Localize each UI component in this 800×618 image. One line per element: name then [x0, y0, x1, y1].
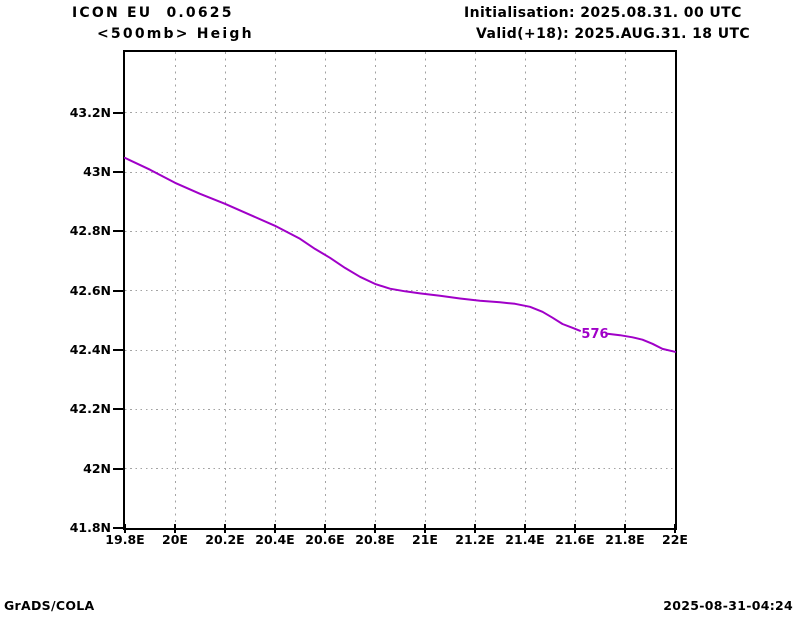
x-axis-tick [624, 524, 626, 533]
gridline-vertical [524, 52, 526, 528]
x-axis-tick-label: 20.2E [205, 532, 245, 547]
x-axis-tick-label: 21.2E [455, 532, 495, 547]
x-axis-tick [524, 524, 526, 533]
x-axis-tick [674, 524, 676, 533]
y-axis-tick [113, 349, 124, 352]
y-axis-tick [113, 408, 124, 411]
x-axis-tick [374, 524, 376, 533]
contour-line-576 [606, 332, 676, 353]
x-axis-tick [574, 524, 576, 533]
contour-line-576 [124, 156, 581, 332]
y-axis-tick-label: 43N [83, 164, 111, 180]
y-axis-tick-label: 42.4N [69, 342, 111, 358]
gridline-horizontal [125, 171, 675, 173]
y-axis-tick [113, 230, 124, 233]
x-axis-tick-label: 20E [162, 532, 188, 547]
x-axis-tick [274, 524, 276, 533]
valid-time-label: Valid(+18): 2025.AUG.31. 18 UTC [476, 26, 751, 42]
x-axis-tick [124, 524, 126, 533]
x-axis-tick-label: 22E [662, 532, 688, 547]
gridline-vertical [624, 52, 626, 528]
x-axis-tick-label: 21.8E [605, 532, 645, 547]
plot-grid-area [125, 52, 675, 528]
y-axis-tick-label: 42.8N [69, 223, 111, 239]
contour-chart: 576 [124, 156, 676, 353]
x-axis-tick-label: 21.6E [555, 532, 595, 547]
gridline-vertical [374, 52, 376, 528]
y-axis-tick-label: 42.2N [69, 401, 111, 417]
x-axis-tick [324, 524, 326, 533]
contour-label-576: 576 [581, 327, 608, 342]
x-axis-tick-label: 20.8E [355, 532, 395, 547]
x-axis-tick [224, 524, 226, 533]
x-axis-tick [474, 524, 476, 533]
model-title: ICON EU 0.0625 [72, 5, 234, 21]
variable-title: <500mb> Heigh [97, 26, 254, 42]
x-axis-tick-label: 21E [412, 532, 438, 547]
grads-credit: GrADS/COLA [4, 598, 95, 613]
gridline-vertical [224, 52, 226, 528]
init-time-label: Initialisation: 2025.08.31. 00 UTC [464, 5, 742, 21]
y-axis-tick [113, 171, 124, 174]
y-axis-tick [113, 527, 124, 529]
gridline-horizontal [125, 349, 675, 351]
x-axis-tick-label: 20.4E [255, 532, 295, 547]
plot-frame [123, 50, 677, 530]
gridline-horizontal [125, 468, 675, 470]
x-axis-tick-label: 20.6E [305, 532, 345, 547]
gridline-horizontal [125, 230, 675, 232]
gridline-vertical [424, 52, 426, 528]
y-axis-tick [113, 111, 124, 114]
gridline-vertical [174, 52, 176, 528]
y-axis-tick-label: 41.8N [69, 520, 111, 535]
y-axis-tick-label: 42.6N [69, 282, 111, 298]
y-axis-tick-label: 43.2N [69, 104, 111, 120]
x-axis-tick [424, 524, 426, 533]
gridline-vertical [574, 52, 576, 528]
y-axis-tick-label: 42N [83, 460, 111, 476]
y-axis-tick [113, 289, 124, 292]
gridline-horizontal [125, 408, 675, 410]
gridline-vertical [474, 52, 476, 528]
gridline-horizontal [125, 112, 675, 114]
x-axis-tick-label: 19.8E [105, 532, 145, 547]
render-timestamp: 2025-08-31-04:24 [663, 598, 793, 613]
gridline-vertical [324, 52, 326, 528]
y-axis-tick [113, 467, 124, 470]
gridline-vertical [274, 52, 276, 528]
x-axis-tick-label: 21.4E [505, 532, 545, 547]
x-axis-tick [174, 524, 176, 533]
